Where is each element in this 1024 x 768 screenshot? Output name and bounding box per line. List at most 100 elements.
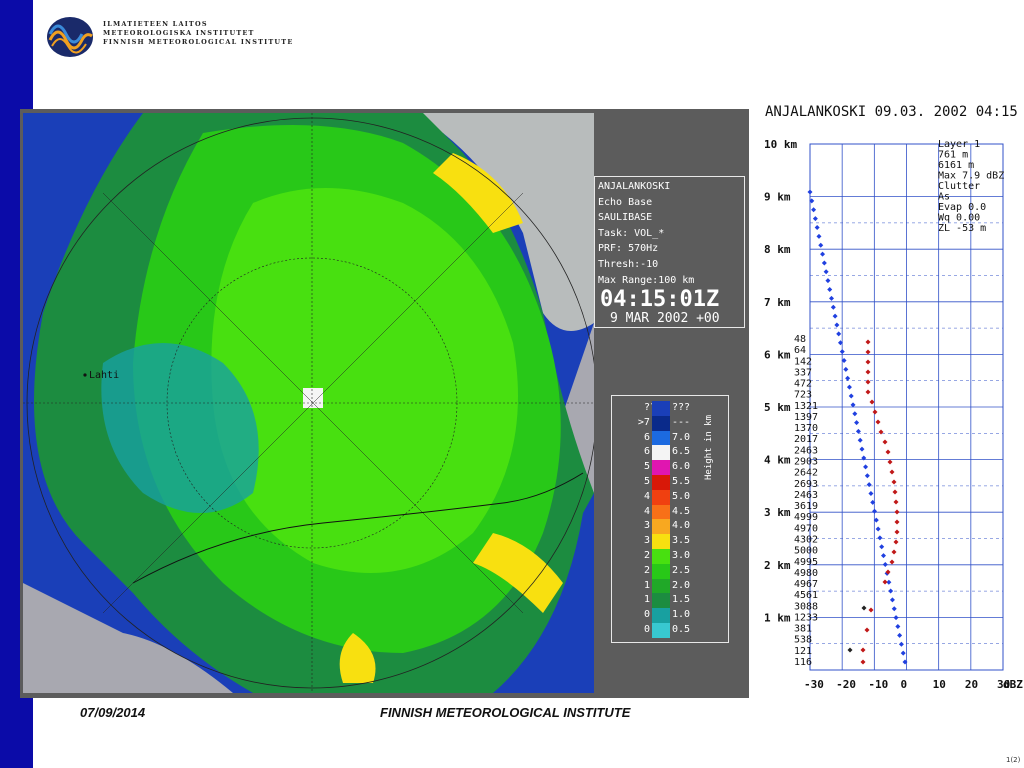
sample-count-label: 4980 xyxy=(794,568,818,579)
legend-swatch xyxy=(652,430,670,446)
sample-count-label: 4999 xyxy=(794,512,818,523)
sample-count-label: 142 xyxy=(794,356,812,367)
page-number: 1(2) xyxy=(1006,756,1021,764)
info-task: Task: VOL_* xyxy=(598,227,665,239)
black-profile-marker xyxy=(861,605,867,611)
vertical-profile-chart: 10 km 9 km 8 km 7 km 6 km 5 km 4 km 3 km 2 km 1 k… xyxy=(764,138,1023,691)
info-product-code: SAULIBASE xyxy=(598,212,653,224)
sample-count-label: 3619 xyxy=(794,501,818,512)
x-tick-label: -10 xyxy=(868,678,888,691)
legend-max: 2.0 xyxy=(672,579,691,591)
profile-info-line: Wq 0.00 xyxy=(938,213,980,224)
sample-count-label: 121 xyxy=(794,646,812,657)
legend-swatch xyxy=(652,504,670,520)
sample-count-label: 64 xyxy=(794,345,806,356)
legend-max: 3.0 xyxy=(672,550,691,561)
legend-max: 1.0 xyxy=(672,609,691,621)
red-profile-marker xyxy=(885,449,891,455)
info-thresh: Thresh:-10 xyxy=(598,258,659,270)
red-profile-marker xyxy=(865,369,871,375)
sample-count-label: 4995 xyxy=(794,557,818,568)
red-profile-marker xyxy=(872,409,878,415)
org-line-sv: METEOROLOGISKA INSTITUTET xyxy=(103,29,255,37)
legend-max: 5.5 xyxy=(672,476,691,487)
blue-profile-marker xyxy=(888,588,894,594)
red-profile-marker xyxy=(891,549,897,555)
blue-profile-marker xyxy=(868,491,874,497)
blue-profile-marker xyxy=(898,641,904,647)
profile-info-line: Evap 0.0 xyxy=(938,202,986,213)
legend-row: 5.56.0 xyxy=(612,460,728,475)
profile-info-line: 761 m xyxy=(938,150,968,161)
x-tick-label: 20 xyxy=(965,678,978,691)
legend-swatch xyxy=(652,563,670,579)
sample-count-label: 48 xyxy=(794,334,806,345)
legend-max: 7.0 xyxy=(672,431,691,443)
red-profile-marker xyxy=(894,509,900,515)
sample-count-label: 2642 xyxy=(794,468,818,479)
legend-swatch xyxy=(652,549,670,564)
city-label-lahti: Lahti xyxy=(89,370,119,381)
info-max-range: Max Range:100 km xyxy=(598,274,695,286)
radar-info-box: ANJALANKOSKI Echo Base SAULIBASE Task: V… xyxy=(594,176,745,328)
blue-profile-marker xyxy=(864,473,870,479)
blue-profile-marker xyxy=(830,304,836,310)
blue-profile-marker xyxy=(873,517,879,523)
blue-profile-marker xyxy=(870,499,876,505)
blue-profile-marker xyxy=(839,349,845,355)
legend-swatch xyxy=(652,415,670,431)
blue-profile-marker xyxy=(850,402,856,408)
black-profile-marker xyxy=(847,647,853,653)
sample-count-label: 381 xyxy=(794,624,812,635)
sample-count-label: 1321 xyxy=(794,401,818,412)
blue-profile-marker xyxy=(866,482,872,488)
org-line-en: FINNISH METEOROLOGICAL INSTITUTE xyxy=(103,38,294,46)
legend-row: 4.55.0 xyxy=(612,489,728,505)
legend-swatch xyxy=(652,460,670,475)
red-profile-marker xyxy=(864,627,870,633)
blue-profile-marker xyxy=(823,269,829,275)
profile-info-line: Clutter xyxy=(938,181,980,192)
red-profile-marker xyxy=(893,539,899,545)
blue-profile-marker xyxy=(820,251,826,257)
y-tick-label: 7 km xyxy=(764,296,791,309)
info-station: ANJALANKOSKI xyxy=(598,181,671,192)
legend-max: 4.0 xyxy=(672,520,691,532)
footer-organization: FINNISH METEOROLOGICAL INSTITUTE xyxy=(380,705,631,720)
y-tick-label: 2 km xyxy=(764,559,791,572)
blue-profile-marker xyxy=(854,420,860,426)
red-profile-marker xyxy=(889,559,895,565)
x-tick-label: -20 xyxy=(836,678,856,691)
legend-max: 5.0 xyxy=(672,490,691,502)
y-tick-label: 4 km xyxy=(764,454,791,467)
blue-profile-marker xyxy=(852,411,858,417)
red-profile-marker xyxy=(887,459,893,465)
sample-count-label: 1397 xyxy=(794,412,818,423)
x-tick-label: 30 xyxy=(997,678,1010,691)
legend-row: 0.51.0 xyxy=(612,608,728,623)
sample-count-label: 2463 xyxy=(794,445,818,456)
sample-count-label: 2017 xyxy=(794,434,818,445)
y-tick-label: 3 km xyxy=(764,506,791,519)
legend-max: 1.5 xyxy=(672,594,691,606)
legend-row: 3.03.5 xyxy=(612,534,728,549)
legend-axis-label: Height in km xyxy=(704,414,714,480)
legend-row: 1.01.5 xyxy=(612,593,728,609)
legend-row: 0.00.5 xyxy=(612,623,728,638)
blue-profile-marker xyxy=(816,233,822,239)
blue-profile-marker xyxy=(811,207,817,213)
blue-profile-marker xyxy=(832,313,838,319)
blue-profile-marker xyxy=(879,544,885,550)
y-tick-label: 1 km xyxy=(764,611,791,624)
blue-profile-marker xyxy=(891,606,897,612)
legend-swatch xyxy=(652,519,670,535)
x-tick-label: 10 xyxy=(933,678,946,691)
blue-profile-marker xyxy=(861,455,867,461)
org-line-fi: ILMATIETEEN LAITOS xyxy=(103,20,208,28)
blue-profile-marker xyxy=(825,278,831,284)
y-tick-label: 9 km xyxy=(764,191,791,204)
red-profile-marker xyxy=(865,339,871,345)
legend-max: 2.5 xyxy=(672,564,691,576)
legend-row: 5.05.5 xyxy=(612,475,728,490)
blue-profile-marker xyxy=(859,446,865,452)
